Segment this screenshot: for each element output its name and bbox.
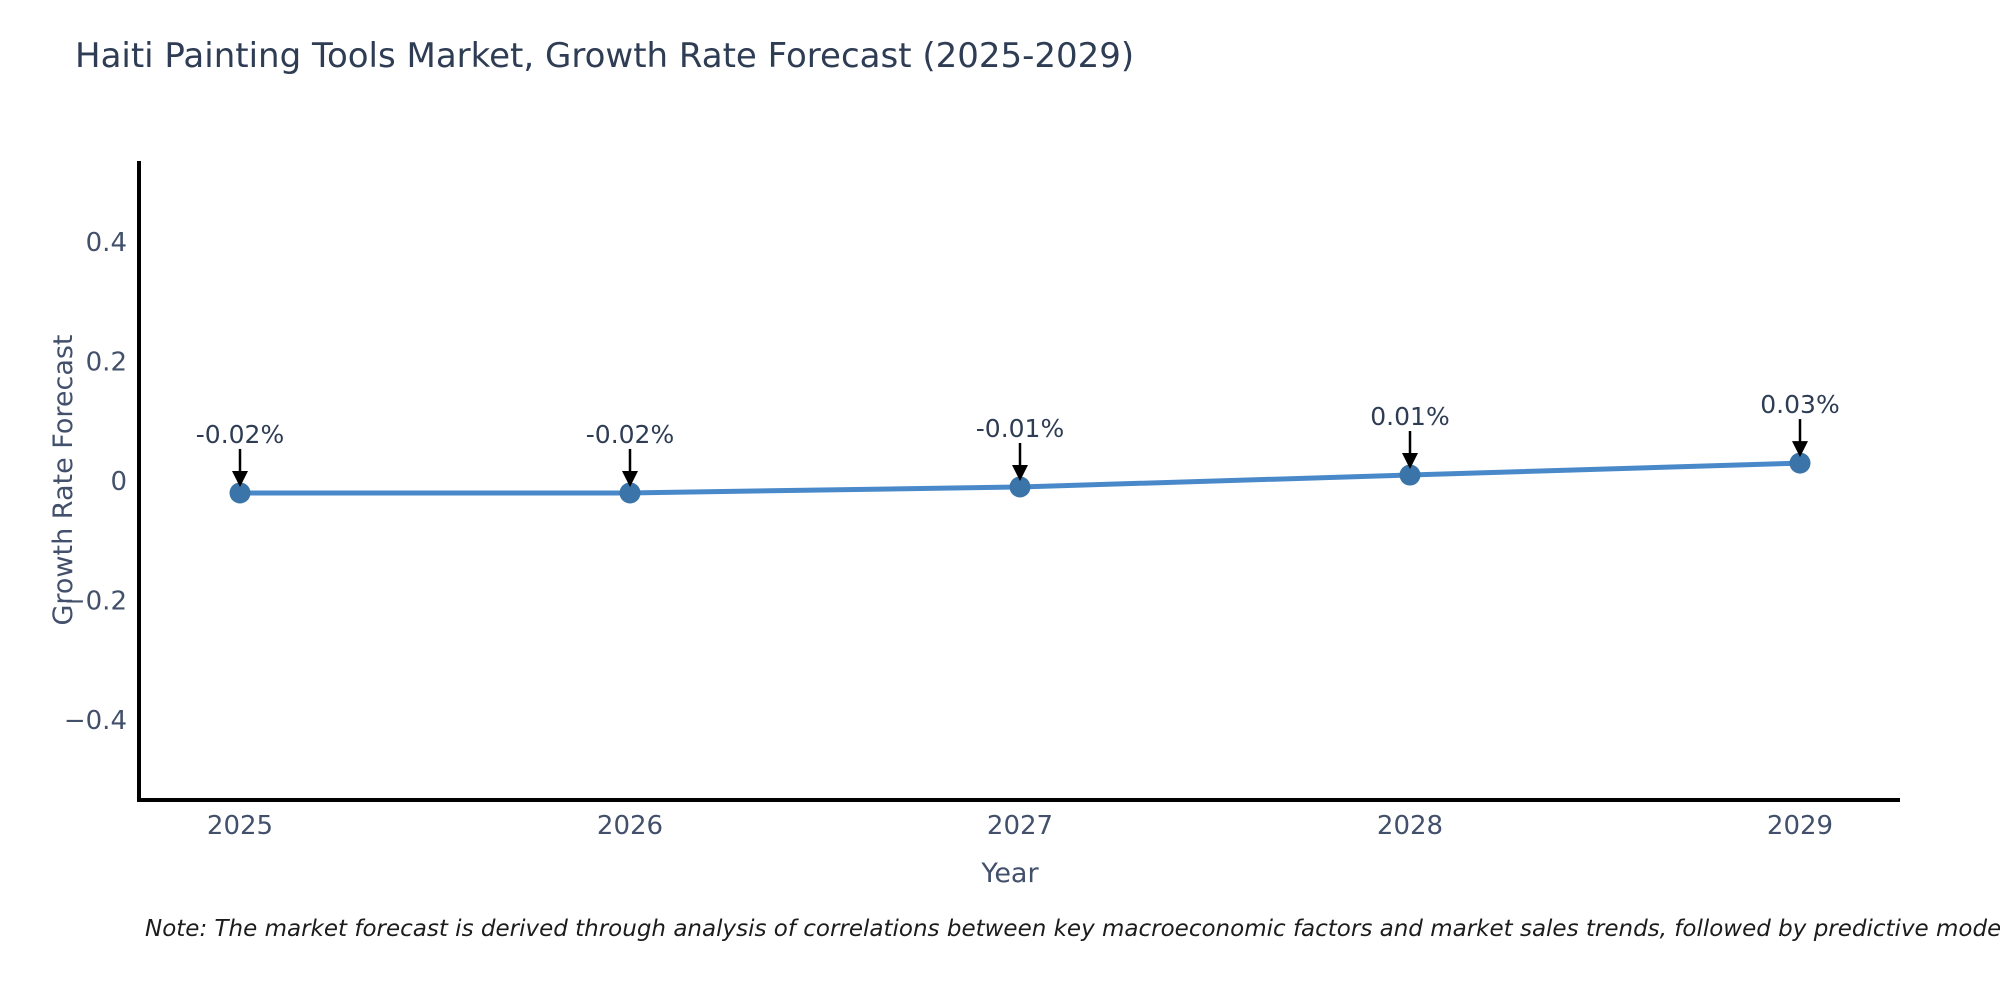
- annotation-arrowhead-icon: [1012, 464, 1028, 481]
- data-point-marker: [1789, 452, 1811, 474]
- data-point-marker: [229, 482, 251, 504]
- x-tick-label: 2028: [1377, 811, 1443, 841]
- y-tick-label: −0.4: [64, 706, 127, 736]
- y-axis-title: Growth Rate Forecast: [48, 334, 79, 625]
- y-tick-label: 0: [110, 467, 127, 497]
- x-tick-label: 2025: [207, 811, 273, 841]
- data-point-marker: [1009, 476, 1031, 498]
- point-value-label: 0.01%: [1370, 402, 1449, 431]
- x-tick-label: 2027: [987, 811, 1053, 841]
- point-value-label: -0.02%: [586, 420, 674, 449]
- footnote: Note: The market forecast is derived thr…: [145, 916, 2000, 942]
- annotation-arrowhead-icon: [622, 470, 638, 487]
- point-value-label: 0.03%: [1760, 390, 1839, 419]
- point-value-label: -0.01%: [976, 414, 1064, 443]
- y-tick-label: 0.4: [86, 228, 127, 258]
- x-tick-label: 2026: [597, 811, 663, 841]
- annotation-arrowhead-icon: [1792, 441, 1808, 458]
- y-tick-label: 0.2: [86, 348, 127, 378]
- annotation-arrowhead-icon: [232, 470, 248, 487]
- point-value-label: -0.02%: [196, 420, 284, 449]
- x-tick-label: 2029: [1767, 811, 1833, 841]
- data-point-marker: [1399, 464, 1421, 486]
- x-axis-title: Year: [980, 858, 1039, 889]
- chart-title: Haiti Painting Tools Market, Growth Rate…: [75, 36, 1135, 76]
- data-point-marker: [619, 482, 641, 504]
- y-tick-label: −0.2: [64, 587, 127, 617]
- annotation-arrowhead-icon: [1402, 453, 1418, 470]
